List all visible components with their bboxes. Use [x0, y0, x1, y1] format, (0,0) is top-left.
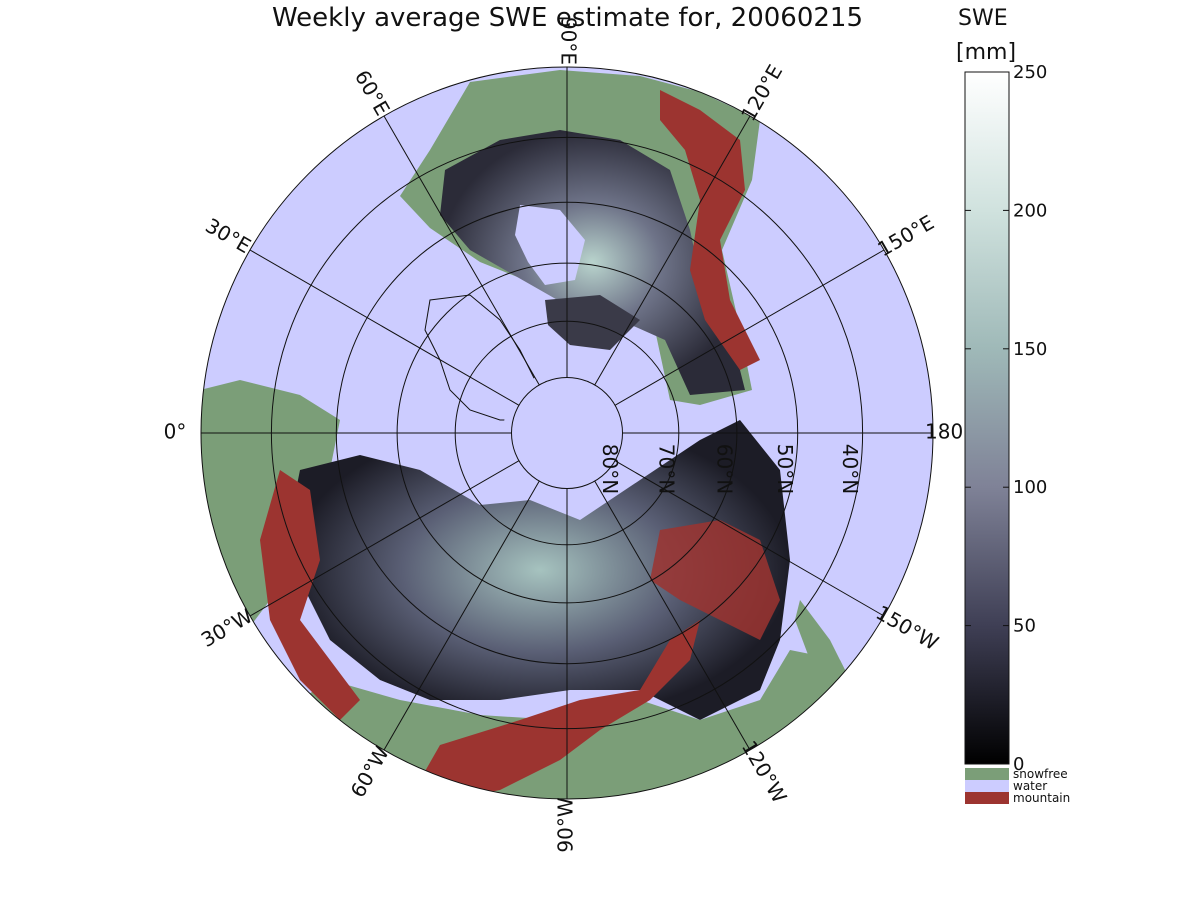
longitude-label: 30°E — [201, 213, 255, 258]
latitude-labels: 80°N 70°N 60°N 50°N 40°N — [598, 444, 862, 494]
latitude-label: 70°N — [654, 444, 678, 494]
meridian-line — [594, 115, 751, 386]
legend-label-mountain: mountain — [1013, 791, 1070, 805]
legend-label-water: water — [1013, 779, 1047, 793]
latitude-label: 60°N — [712, 444, 736, 494]
latitude-label: 80°N — [598, 444, 622, 494]
colorbar-title-swe: SWE — [958, 6, 1008, 31]
longitude-label: 90°E — [557, 17, 581, 65]
meridian-line — [383, 115, 540, 386]
mountain-rockies — [660, 90, 760, 370]
longitude-label: 150°W — [872, 600, 943, 655]
arctic-ocean — [503, 369, 631, 497]
map-border — [200, 66, 934, 800]
longitude-label: 0° — [164, 420, 187, 444]
arctic-islands — [545, 295, 640, 350]
meridian-line — [249, 249, 520, 406]
longitude-label: 30°W — [197, 603, 257, 652]
graticule — [201, 67, 933, 799]
land-layer — [201, 70, 860, 799]
colorbar-tick-label: 50 — [1013, 616, 1036, 637]
longitude-label: 120°E — [736, 60, 787, 125]
legend-label-snowfree: snowfree — [1013, 767, 1068, 781]
eurasia-snow — [290, 420, 790, 720]
map-title: Weekly average SWE estimate for, 2006021… — [271, 3, 863, 33]
north-america-snow — [440, 130, 745, 395]
mountain-east-siberia — [650, 520, 780, 640]
kamchatka — [795, 600, 850, 700]
longitude-label: 60°E — [350, 66, 395, 120]
meridian-line — [614, 460, 885, 617]
colorbar-gradient — [964, 71, 1010, 765]
longitude-label: 150°E — [873, 210, 938, 261]
meridian-line — [614, 249, 885, 406]
longitude-label: 90°W — [554, 797, 578, 852]
legend-swatch-mountain — [965, 792, 1009, 804]
latitude-label: 50°N — [773, 444, 797, 494]
colorbar-tick-label: 250 — [1013, 62, 1047, 83]
longitude-label: 60°W — [346, 742, 395, 802]
legend-swatch-water — [965, 780, 1009, 792]
meridian-line — [383, 480, 540, 751]
mountain-europe — [260, 470, 360, 720]
meridian-line — [594, 480, 751, 751]
legend-swatch-snowfree — [965, 768, 1009, 780]
colorbar-tick-label: 200 — [1013, 200, 1047, 221]
longitude-label: 120°W — [737, 736, 792, 807]
colorbar-ticks: 250 200 150 100 50 0 — [965, 62, 1047, 775]
colorbar-title-units: [mm] — [956, 40, 1017, 65]
meridian-line — [249, 460, 520, 617]
colorbar-tick-label: 100 — [1013, 477, 1047, 498]
colorbar-tick-label: 0 — [1013, 754, 1024, 775]
latitude-label: 40°N — [838, 444, 862, 494]
mountain-himalaya — [420, 620, 700, 799]
colorbar-tick-label: 150 — [1013, 339, 1047, 360]
